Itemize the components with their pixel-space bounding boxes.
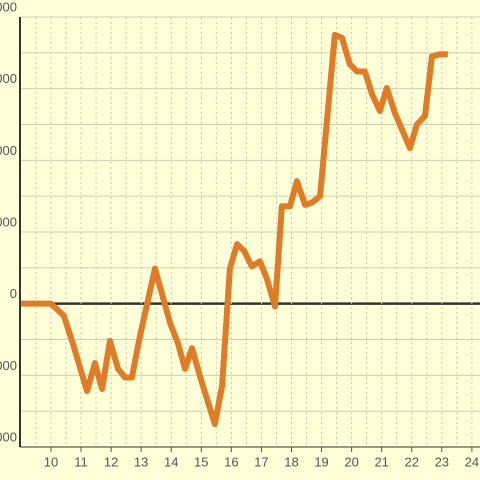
x-tick-label: 13 xyxy=(134,454,148,469)
x-tick-label: 18 xyxy=(284,454,298,469)
x-tick-label: 24 xyxy=(465,454,479,469)
x-tick-label: 17 xyxy=(254,454,268,469)
y-tick-label: 3,000 xyxy=(0,71,17,86)
y-tick-label: 1,000 xyxy=(0,214,17,229)
x-tick-label: 20 xyxy=(344,454,358,469)
y-tick-label: 2,000 xyxy=(0,143,17,158)
x-tick-label: 12 xyxy=(104,454,118,469)
x-tick-label: 23 xyxy=(435,454,449,469)
y-tick-label: 4,000 xyxy=(0,0,17,14)
y-tick-label: 0 xyxy=(10,286,17,301)
x-tick-label: 16 xyxy=(224,454,238,469)
x-tick-label: 14 xyxy=(164,454,178,469)
y-tick-label: -2,000 xyxy=(0,429,17,444)
x-tick-label: 10 xyxy=(44,454,58,469)
line xyxy=(20,31,448,428)
x-tick-label: 11 xyxy=(74,454,88,469)
x-tick-label: 15 xyxy=(194,454,208,469)
y-tick-label: -1,000 xyxy=(0,358,17,373)
x-tick-label: 19 xyxy=(314,454,328,469)
x-tick-label: 22 xyxy=(405,454,419,469)
x-tick-label: 21 xyxy=(374,454,388,469)
